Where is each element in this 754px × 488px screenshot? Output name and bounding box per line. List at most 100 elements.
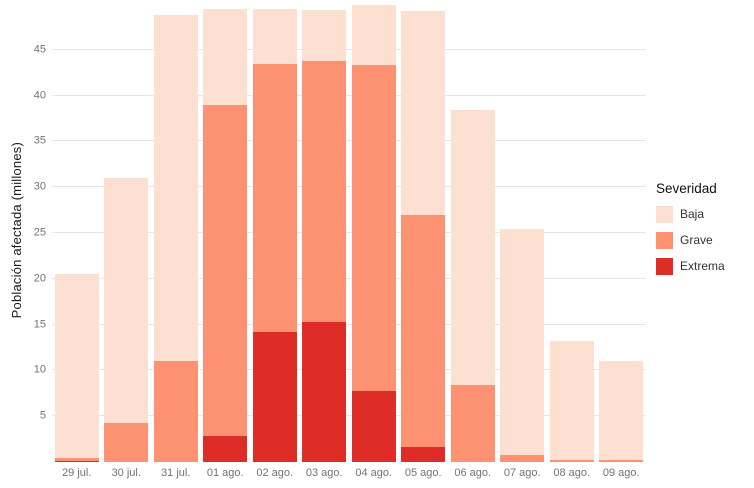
gridline [52, 186, 646, 188]
gridline [52, 323, 646, 325]
bar-05-ago [399, 4, 449, 462]
bar-segment-grave [54, 458, 99, 462]
legend-item-extrema: Extrema [656, 257, 748, 275]
y-axis-title-column: Población afectada (millones) [6, 4, 26, 484]
bar-02-ago [250, 4, 300, 462]
bar-segment-extrema [203, 436, 248, 462]
x-tick-label: 08 ago. [553, 466, 591, 479]
bar-segment-baja [351, 4, 396, 66]
bar-segment-extrema [302, 321, 347, 462]
stacked-bar [599, 4, 644, 462]
stacked-bar [549, 4, 594, 462]
bar-segment-grave [153, 361, 198, 462]
bar-30-jul [102, 4, 152, 462]
x-tick-label: 05 ago. [404, 466, 442, 479]
bars-layer [52, 4, 646, 462]
bar-03-ago [300, 4, 350, 462]
stacked-bar [401, 4, 446, 462]
bar-segment-grave [450, 385, 495, 462]
bar-segment-grave [351, 65, 396, 392]
stacked-bar [500, 4, 545, 462]
gridline [52, 232, 646, 233]
y-axis-title: Población afectada (millones) [8, 141, 24, 319]
bar-09-ago [597, 4, 647, 462]
bar-segment-baja [252, 8, 297, 64]
bar-segment-grave [203, 104, 248, 437]
y-tick-label: 5 [39, 409, 46, 422]
plot-region: 5 10 15 20 25 30 35 40 45 [26, 4, 646, 462]
y-axis: 5 10 15 20 25 30 35 40 45 [26, 4, 52, 462]
x-tick-label: 29 jul. [62, 466, 92, 479]
y-tick-label: 20 [33, 272, 46, 285]
y-tick-label: 15 [33, 318, 46, 331]
bar-segment-baja [500, 229, 545, 455]
bar-segment-extrema [401, 447, 446, 462]
bar-segment-baja [549, 341, 594, 461]
stacked-bar [252, 4, 297, 462]
y-tick-label: 45 [33, 43, 46, 56]
x-tick-label: 07 ago. [503, 466, 541, 479]
x-tick-label: 04 ago. [355, 466, 393, 479]
legend-item-grave: Grave [656, 231, 748, 249]
legend-items: Baja Grave Extrema [656, 205, 748, 284]
stacked-bar [203, 4, 248, 462]
bar-segment-grave [104, 422, 149, 462]
bar-segment-baja [599, 361, 644, 461]
x-tick-label: 31 jul. [161, 466, 191, 479]
bar-segment-baja [153, 15, 198, 362]
legend-swatch-baja [656, 205, 673, 223]
bar-segment-baja [401, 11, 446, 215]
bar-01-ago [201, 4, 251, 462]
bar-segment-extrema [252, 331, 297, 462]
x-tick-label: 09 ago. [602, 466, 640, 479]
bar-07-ago [498, 4, 548, 462]
bar-segment-extrema [54, 461, 99, 462]
stacked-bar [351, 4, 396, 462]
bar-segment-extrema [351, 391, 396, 462]
legend-swatch-grave [656, 231, 673, 249]
x-axis: 29 jul. 30 jul. 31 jul. 01 ago. 02 ago. 03 ag… [52, 462, 646, 484]
y-tick-label: 25 [33, 226, 46, 239]
legend-title: Severidad [656, 180, 717, 196]
bar-31-jul [151, 4, 201, 462]
stacked-bar [54, 4, 99, 462]
stacked-bar [302, 4, 347, 462]
y-tick-label: 10 [33, 363, 46, 376]
chart-column: 5 10 15 20 25 30 35 40 45 29 jul. 30 jul. 31 jul. 0… [26, 4, 646, 484]
x-tick-label: 03 ago. [305, 466, 343, 479]
y-tick-label: 30 [33, 180, 46, 193]
bar-segment-baja [450, 110, 495, 386]
bar-segment-grave [500, 454, 545, 462]
legend-label: Extrema [680, 259, 725, 273]
legend-item-baja: Baja [656, 205, 748, 223]
gridline [52, 415, 646, 417]
gridline [52, 277, 646, 279]
bar-segment-grave [401, 214, 446, 448]
gridline-layer [52, 4, 646, 462]
y-tick-label: 40 [33, 89, 46, 102]
legend-label: Grave [680, 233, 713, 247]
legend: Severidad Baja Grave Extrema [646, 0, 748, 484]
bar-29-jul [52, 4, 102, 462]
stacked-bar [450, 4, 495, 462]
bar-segment-baja [54, 274, 99, 459]
x-tick-label: 02 ago. [256, 466, 294, 479]
gridline [52, 48, 646, 50]
legend-swatch-extrema [656, 257, 673, 275]
y-tick-label: 35 [33, 134, 46, 147]
bar-segment-grave [599, 460, 644, 462]
stacked-bar [153, 4, 198, 462]
gridline [52, 369, 646, 371]
x-tick-label: 30 jul. [111, 466, 141, 479]
bar-segment-grave [302, 60, 347, 322]
x-tick-label: 01 ago. [206, 466, 244, 479]
bar-segment-grave [549, 460, 594, 462]
bar-04-ago [349, 4, 399, 462]
plot-area [52, 4, 646, 462]
bar-segment-baja [203, 8, 248, 105]
stacked-bar [104, 4, 149, 462]
bar-08-ago [547, 4, 597, 462]
gridline [52, 140, 646, 142]
bar-06-ago [448, 4, 498, 462]
